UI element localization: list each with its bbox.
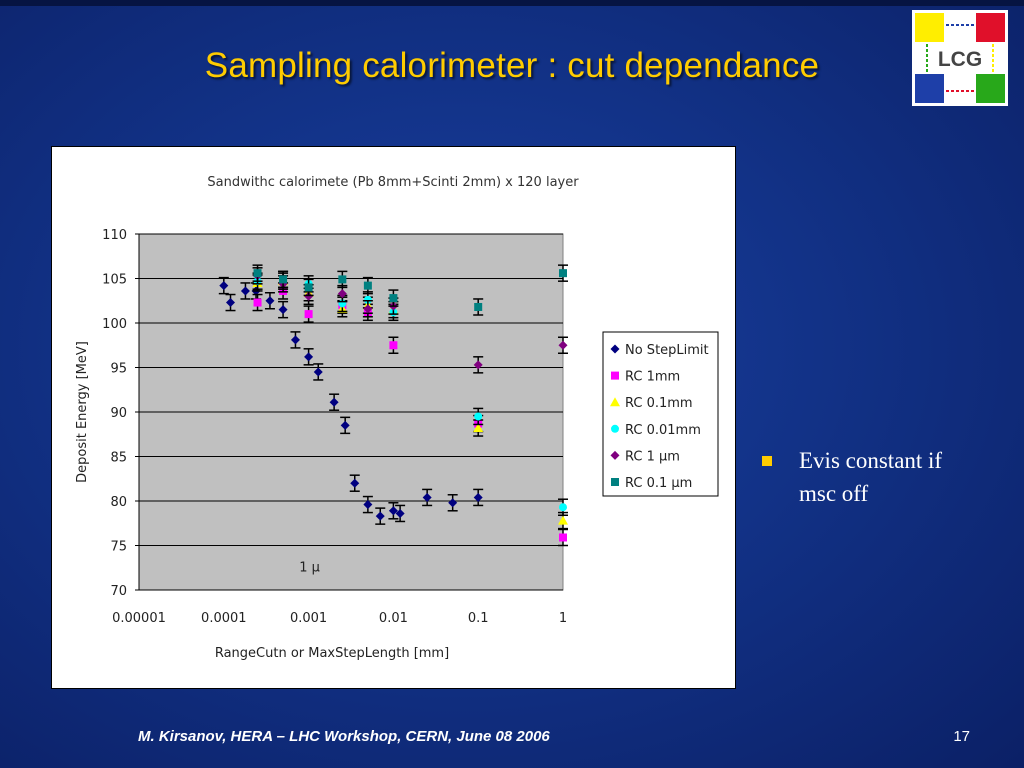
y-tick-label-6: 100 bbox=[102, 317, 127, 332]
data-point-s5-p3 bbox=[338, 275, 347, 284]
legend-label-4: RC 1 μm bbox=[625, 449, 680, 464]
legend-marker-3 bbox=[611, 424, 619, 433]
data-point-s0-p18 bbox=[473, 492, 483, 502]
footer-text: M. Kirsanov, HERA – LHC Workshop, CERN, … bbox=[138, 728, 550, 745]
x-tick-label-3: 0.01 bbox=[379, 611, 408, 626]
data-point-s5-p4 bbox=[363, 281, 372, 290]
data-point-s0-p0 bbox=[219, 281, 229, 291]
data-point-s0-p9 bbox=[329, 397, 339, 407]
scatter-chart: Sandwithc calorimete (Pb 8mm+Scinti 2mm)… bbox=[75, 175, 719, 661]
legend-marker-0 bbox=[610, 344, 620, 354]
data-point-s4-p6 bbox=[473, 360, 483, 370]
data-point-s0-p13 bbox=[375, 511, 385, 521]
legend-marker-5 bbox=[611, 478, 619, 486]
data-point-s4-p7 bbox=[558, 340, 568, 350]
data-point-s0-p6 bbox=[290, 335, 300, 345]
legend-box bbox=[602, 331, 719, 497]
data-point-s0-p12 bbox=[363, 500, 373, 510]
y-tick-label-1: 75 bbox=[110, 540, 127, 555]
data-point-s0-p16 bbox=[422, 492, 432, 502]
chart-frame: Sandwithc calorimete (Pb 8mm+Scinti 2mm)… bbox=[51, 146, 736, 689]
data-point-s1-p0 bbox=[253, 298, 262, 307]
data-point-s1-p5 bbox=[389, 341, 398, 350]
y-tick-label-3: 85 bbox=[110, 451, 127, 466]
annotation-1-micron: 1 μ bbox=[299, 560, 320, 575]
data-point-s4-p4 bbox=[363, 304, 373, 314]
legend-marker-1 bbox=[611, 371, 619, 380]
legend-label-0: No StepLimit bbox=[625, 343, 709, 358]
legend-label-5: RC 0.1 μm bbox=[625, 476, 692, 491]
data-point-s4-p3 bbox=[337, 289, 347, 299]
chart-title: Sandwithc calorimete (Pb 8mm+Scinti 2mm)… bbox=[207, 175, 579, 190]
slide-title: Sampling calorimeter : cut dependance bbox=[204, 46, 820, 85]
x-tick-label-5: 1 bbox=[559, 611, 567, 626]
data-point-s5-p2 bbox=[304, 283, 313, 292]
data-point-s3-p6 bbox=[474, 412, 483, 421]
data-point-s0-p17 bbox=[448, 498, 458, 508]
lcg-logo: LCG bbox=[912, 10, 1008, 106]
data-point-s0-p8 bbox=[313, 367, 323, 377]
data-point-s0-p14 bbox=[388, 506, 398, 516]
data-point-s2-p6 bbox=[473, 423, 484, 433]
data-point-s4-p2 bbox=[304, 291, 314, 301]
data-point-s0-p15 bbox=[395, 508, 405, 518]
data-point-s0-p10 bbox=[340, 420, 350, 430]
data-point-s5-p6 bbox=[474, 302, 483, 311]
y-tick-label-2: 80 bbox=[110, 495, 127, 510]
data-point-s5-p0 bbox=[253, 269, 262, 278]
legend-label-1: RC 1mm bbox=[625, 370, 680, 385]
y-tick-label-4: 90 bbox=[110, 406, 127, 421]
data-point-s3-p7 bbox=[559, 503, 567, 512]
bullet-text: Evis constant if msc off bbox=[799, 448, 943, 506]
y-tick-label-5: 95 bbox=[110, 362, 127, 377]
data-point-s0-p11 bbox=[350, 478, 360, 488]
x-tick-label-0: 0.00001 bbox=[112, 611, 166, 626]
y-axis-label: Deposit Energy [MeV] bbox=[75, 341, 90, 483]
legend-marker-2 bbox=[610, 397, 620, 407]
data-point-s0-p2 bbox=[240, 286, 250, 296]
page-number: 17 bbox=[953, 728, 970, 745]
data-point-s5-p1 bbox=[279, 275, 288, 284]
y-tick-label-7: 105 bbox=[102, 273, 127, 288]
legend-marker-4 bbox=[610, 450, 620, 460]
x-tick-label-4: 0.1 bbox=[468, 611, 489, 626]
data-point-s0-p5 bbox=[278, 305, 288, 315]
x-axis-label: RangeCutn or MaxStepLength [mm] bbox=[215, 646, 449, 661]
data-point-s0-p1 bbox=[226, 298, 236, 308]
data-point-s3-p4 bbox=[363, 295, 372, 304]
data-point-s1-p2 bbox=[304, 310, 313, 319]
top-bar bbox=[0, 0, 1024, 6]
data-point-s5-p7 bbox=[559, 269, 567, 278]
data-point-s0-p7 bbox=[304, 352, 314, 362]
data-point-s1-p7 bbox=[559, 533, 567, 542]
data-point-s5-p5 bbox=[389, 294, 398, 303]
legend-label-3: RC 0.01mm bbox=[625, 423, 701, 438]
bullet-square-icon bbox=[762, 456, 772, 466]
legend-label-2: RC 0.1mm bbox=[625, 396, 693, 411]
x-tick-label-1: 0.0001 bbox=[201, 611, 247, 626]
data-point-s2-p7 bbox=[558, 515, 568, 525]
x-tick-label-2: 0.001 bbox=[290, 611, 327, 626]
data-point-s0-p4 bbox=[265, 296, 275, 306]
logo-text: LCG bbox=[938, 48, 982, 71]
y-tick-label-8: 110 bbox=[102, 228, 127, 243]
y-tick-label-0: 70 bbox=[110, 584, 127, 599]
